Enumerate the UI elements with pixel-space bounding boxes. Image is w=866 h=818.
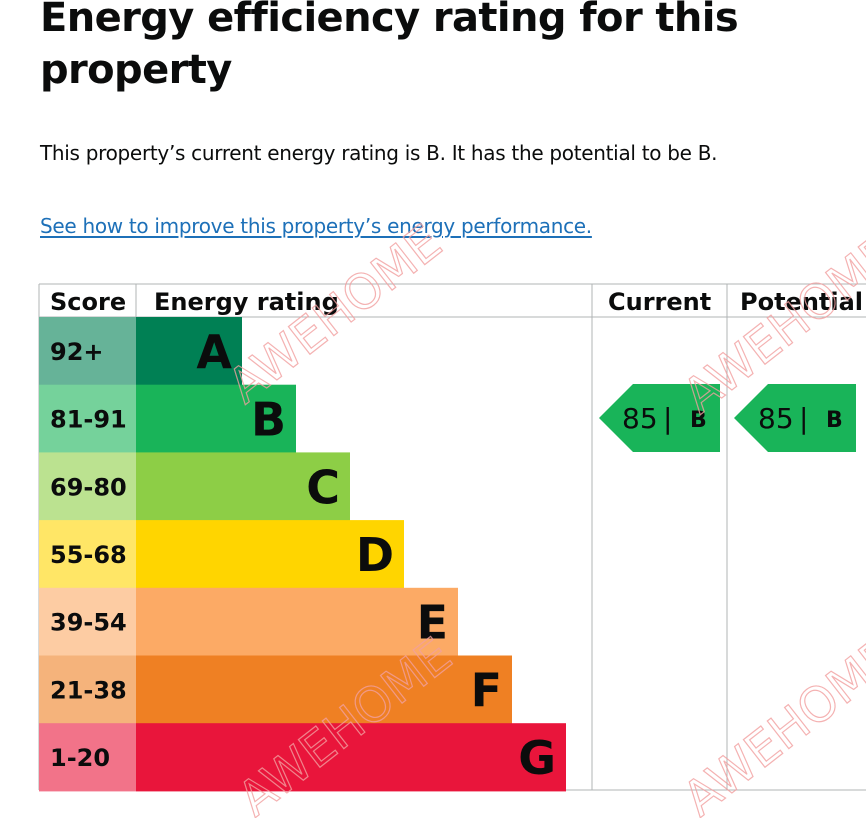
band-score-cell	[39, 384, 136, 453]
band-letter: E	[417, 596, 448, 650]
band-bar	[136, 520, 404, 589]
band-score-cell	[39, 452, 136, 521]
potential-letter: B	[826, 408, 843, 433]
band-letter: F	[471, 663, 502, 717]
band-bar	[136, 317, 242, 386]
band-score: 1-20	[50, 744, 110, 772]
band-bar	[136, 655, 512, 724]
potential-rating-arrow: 85 | B	[734, 384, 856, 452]
improve-performance-link[interactable]: See how to improve this property’s energ…	[40, 214, 592, 238]
band-score: 92+	[50, 338, 104, 366]
potential-score: 85	[758, 402, 794, 435]
band-bar	[136, 384, 296, 453]
band-score: 69-80	[50, 473, 127, 501]
rating-summary: This property’s current energy rating is…	[40, 141, 718, 165]
band-score: 39-54	[50, 609, 127, 637]
current-letter: B	[690, 408, 707, 433]
band-bar	[136, 723, 566, 792]
band-score-cell	[39, 655, 136, 724]
current-column-header: Current	[608, 288, 711, 316]
potential-arrow-shape	[734, 384, 856, 452]
potential-column-header: Potential	[740, 288, 863, 316]
band-letter: G	[518, 731, 556, 785]
band-score: 21-38	[50, 676, 127, 704]
rating-bands: 92+ A 81-91 B 69-80 C 55-68 D 39-54 E 21-38 F 1-20 G	[39, 317, 566, 792]
band-letter: B	[251, 393, 286, 447]
current-arrow-shape	[599, 384, 720, 452]
band-letter: A	[196, 325, 232, 379]
band-bar	[136, 452, 350, 521]
band-score-cell	[39, 587, 136, 656]
score-column-header: Score	[50, 288, 126, 316]
page-title: Energy efficiency rating for this proper…	[40, 0, 739, 93]
watermark-text: AWEHOME	[673, 627, 866, 818]
current-separator: |	[663, 402, 672, 435]
table-header: Score Energy rating Current Potential	[50, 288, 863, 316]
band-score-cell	[39, 317, 136, 386]
band-bar	[136, 587, 458, 656]
band-letter: D	[356, 528, 394, 582]
band-score: 55-68	[50, 541, 127, 569]
band-score: 81-91	[50, 406, 127, 434]
current-rating-arrow: 85 | B	[599, 384, 720, 452]
band-letter: C	[306, 460, 340, 514]
current-score: 85	[622, 402, 658, 435]
energy-rating-column-header: Energy rating	[154, 288, 339, 316]
potential-separator: |	[799, 402, 808, 435]
band-score-cell	[39, 723, 136, 792]
band-score-cell	[39, 520, 136, 589]
